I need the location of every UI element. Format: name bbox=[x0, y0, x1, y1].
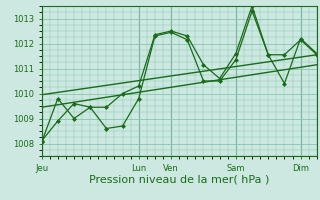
X-axis label: Pression niveau de la mer( hPa ): Pression niveau de la mer( hPa ) bbox=[89, 174, 269, 184]
